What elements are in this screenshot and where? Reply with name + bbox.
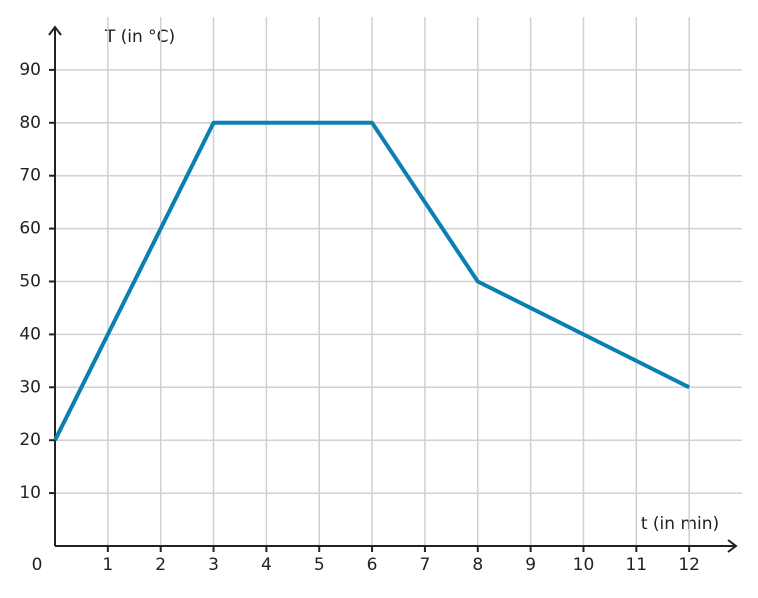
x-tick-label: 0 (32, 555, 43, 575)
x-tick-label: 3 (208, 555, 219, 575)
x-axis-arrow (727, 539, 738, 553)
y-tick-label: 40 (19, 324, 41, 344)
y-tick-label: 90 (19, 60, 41, 80)
line-series (53, 120, 691, 442)
y-tick-label: 70 (19, 166, 41, 186)
x-tick-label: 9 (525, 555, 536, 575)
y-tick-label: 10 (19, 483, 41, 503)
x-tick-label: 11 (625, 555, 647, 575)
y-tick-label: 80 (19, 113, 41, 133)
y-tick-label: 50 (19, 272, 41, 292)
x-tick-label: 12 (678, 555, 700, 575)
y-axis-arrow (48, 25, 62, 36)
x-tick-label: 6 (367, 555, 378, 575)
y-axis-label: T (in °C) (104, 27, 175, 47)
x-tick-label: 2 (155, 555, 166, 575)
x-axis-label: t (in min) (641, 514, 719, 534)
x-tick-label: 10 (573, 555, 595, 575)
y-tick-label: 30 (19, 377, 41, 397)
x-tick-label: 1 (102, 555, 113, 575)
x-tick-label: 7 (420, 555, 431, 575)
y-tick-label: 60 (19, 219, 41, 239)
x-tick-label: 5 (314, 555, 325, 575)
y-tick-label: 20 (19, 430, 41, 450)
x-tick-label: 8 (472, 555, 483, 575)
x-tick-label: 4 (261, 555, 272, 575)
